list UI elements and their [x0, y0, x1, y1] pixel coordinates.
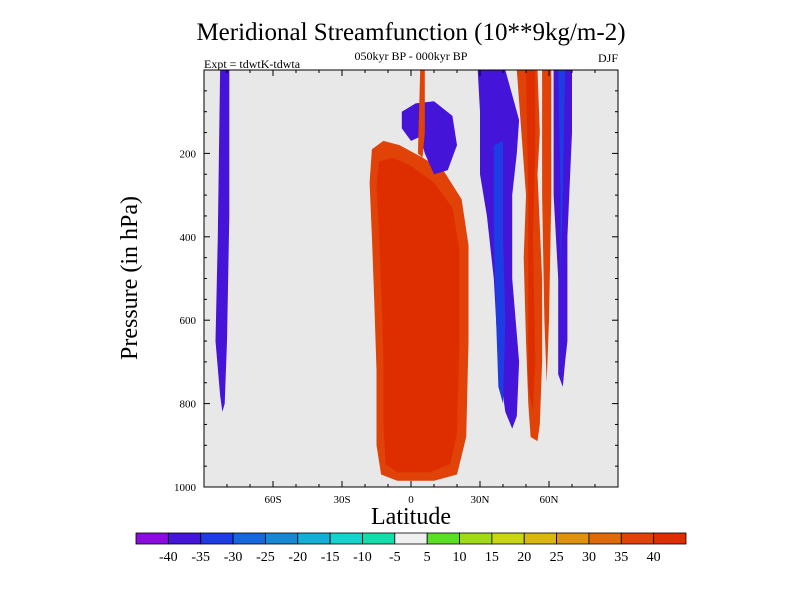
- colorbar-swatch: [588, 532, 622, 545]
- colorbar-swatch: [265, 532, 299, 545]
- y-axis-label: Pressure (in hPa): [117, 196, 143, 360]
- chart-title: Meridional Streamfunction (10**9kg/m-2): [196, 19, 625, 46]
- contour-northern-polar-cell-17: [553, 70, 572, 387]
- colorbar-label: -40: [159, 550, 178, 565]
- colorbar-swatch: [232, 532, 266, 545]
- colorbar-swatch: [297, 532, 331, 545]
- x-tick-label: 60S: [264, 494, 281, 506]
- colorbar-label: 30: [582, 550, 596, 565]
- colorbar-label: -35: [191, 550, 210, 565]
- colorbar-swatch: [135, 532, 169, 545]
- contour-northern-polar-cell-18: [558, 70, 566, 279]
- y-tick-label: 800: [180, 399, 197, 411]
- colorbar-swatch: [620, 532, 655, 545]
- plot-area: 60S 30S 0 30N 60N 200 400 600 800 1000: [174, 69, 619, 506]
- colorbar-label: -10: [353, 550, 372, 565]
- colorbar-label: -20: [288, 550, 307, 565]
- x-tick-label: 0: [408, 494, 414, 506]
- chart-subtitle-left: Expt = tdwtK-tdwta: [204, 57, 301, 71]
- colorbar-swatch: [329, 532, 363, 545]
- colorbar-swatch: [491, 532, 525, 545]
- colorbar-swatch: [426, 532, 460, 545]
- colorbar-label: -30: [224, 550, 243, 565]
- colorbar-swatch: [362, 532, 396, 545]
- contour-upper-tropical-cell-10: [401, 101, 457, 175]
- colorbar-swatch: [556, 532, 590, 545]
- colorbar-swatch: [167, 532, 202, 545]
- contour-northern-polar-cell-19: [542, 70, 552, 383]
- colorbar-label: 5: [424, 550, 431, 565]
- x-tick-label: 30N: [471, 494, 490, 506]
- x-axis-label: Latitude: [371, 504, 451, 530]
- x-tick-label: 60N: [540, 494, 559, 506]
- colorbar-label: -25: [256, 550, 275, 565]
- y-tick-label: 1000: [174, 482, 197, 494]
- colorbar-swatch: [200, 532, 234, 545]
- colorbar-label: 35: [614, 550, 628, 565]
- y-tick-label: 400: [180, 232, 197, 244]
- colorbar-label: 10: [453, 550, 467, 565]
- y-tick-label: 200: [180, 148, 197, 160]
- colorbar-label: -15: [321, 550, 340, 565]
- colorbar-swatch: [523, 532, 557, 545]
- contour-polar-south-easterly-cell-0: [215, 70, 230, 412]
- colorbar-label: 15: [485, 550, 499, 565]
- colorbar-label: 25: [550, 550, 564, 565]
- y-tick-label: 600: [180, 315, 197, 327]
- axis-ticks: 60S 30S 0 30N 60N 200 400 600 800 1000: [174, 70, 618, 506]
- contour-hadley-cell-9: [401, 266, 418, 379]
- colorbar-swatch: [459, 532, 493, 545]
- colorbar: -40 -35 -30 -25 -20 -15 -10 -5 5 10 15 20 25 30 35 40: [135, 532, 687, 565]
- colorbar-label: -5: [389, 550, 401, 565]
- contour-northern-mid-latitude-cell-13: [493, 140, 506, 404]
- colorbar-label: 20: [517, 550, 531, 565]
- contour-northern-mid-latitude-cell-15: [526, 70, 536, 412]
- contour-features: [215, 70, 572, 481]
- chart-subtitle-right: DJF: [598, 51, 618, 65]
- colorbar-label: 40: [647, 550, 661, 565]
- x-tick-label: 30S: [333, 494, 350, 506]
- contour-upper-tropical-cell-11: [417, 70, 425, 158]
- colorbar-swatch: [653, 532, 687, 545]
- colorbar-swatch: [394, 532, 428, 545]
- contour-northern-mid-latitude-cell-16: [528, 70, 533, 196]
- chart-subtitle-center: 050kyr BP - 000kyr BP: [355, 49, 468, 63]
